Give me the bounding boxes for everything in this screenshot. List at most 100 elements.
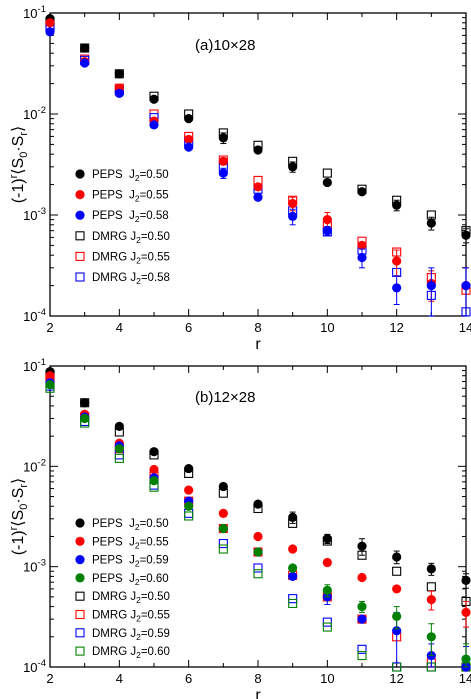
data-point [426,280,436,291]
series-peps-j2-0.58 [45,27,471,317]
plot-frame [49,365,467,668]
legend-label: PEPS J2=0.58 [92,210,169,224]
data-point [426,582,436,592]
legend-label: PEPS J2=0.50 [92,169,169,183]
data-point [322,168,332,178]
x-tick-label: 10 [320,320,334,335]
x-tick-label: 10 [320,671,334,686]
data-point [253,547,263,557]
data-point [288,571,298,581]
data-point [461,280,471,291]
legend-label: PEPS J2=0.60 [92,573,169,587]
y-tick-label: 10-1 [23,357,46,374]
legend-label: DMRG J2=0.50 [92,231,170,245]
data-point [392,256,402,266]
data-point [218,133,228,143]
y-tick-label: 10-2 [23,105,46,122]
data-point [80,398,90,408]
data-point [218,481,228,492]
data-point [80,413,90,424]
data-point [461,607,471,618]
data-point [184,463,194,474]
legend-marker [75,272,85,282]
data-point [149,120,159,130]
series-peps-j2-0.50 [45,14,471,244]
data-point [114,69,124,79]
data-point [357,614,367,624]
data-point [426,632,436,642]
x-tick-label: 14 [459,320,471,335]
data-point [288,162,298,172]
data-point [218,544,228,554]
data-point [392,552,402,562]
x-tick-label: 12 [389,320,403,335]
legend-marker [75,555,85,565]
x-tick-label: 12 [389,671,403,686]
x-tick-label: 6 [185,671,192,686]
legend-marker [75,210,85,220]
data-point [218,538,228,549]
legend-marker [75,169,85,179]
data-point [218,508,228,518]
data-point [184,142,194,152]
x-tick-label: 6 [185,320,192,335]
data-point [288,512,298,522]
data-point [253,531,263,542]
legend-label: DMRG J2=0.58 [92,272,170,286]
panel-title: (b)12×28 [195,389,255,406]
legend: PEPS J2=0.50 PEPS J2=0.55 PEPS J2=0.58 DMRG… [75,169,170,286]
x-tick-label: 2 [46,671,53,686]
legend-marker [75,646,85,656]
x-tick-label: 8 [254,671,261,686]
x-tick-label: 14 [459,671,471,686]
data-point [288,598,298,608]
data-point [45,18,55,28]
data-point [357,644,367,654]
data-point [288,198,298,209]
legend-label: DMRG J2=0.60 [92,646,170,660]
legend-label: DMRG J2=0.50 [92,591,170,605]
data-point [80,43,90,53]
data-point [461,654,471,664]
series-dmrg-j2-0.50 [45,17,471,236]
data-point [357,541,367,551]
data-point [114,421,124,432]
data-point [322,226,332,236]
legend-label: PEPS J2=0.55 [92,536,169,550]
data-point [184,501,194,511]
data-point [218,156,228,166]
x-axis-title: r [255,687,261,699]
data-point [322,585,332,596]
x-tick-label: 4 [116,320,123,335]
data-point [461,575,471,585]
legend-label: DMRG J2=0.55 [92,251,170,265]
data-point [184,485,194,495]
data-point [253,569,263,579]
legend: PEPS J2=0.50 PEPS J2=0.55 PEPS J2=0.59 PEPS… [75,518,170,660]
data-point [184,511,194,521]
legend-marker [75,518,85,528]
legend-marker [75,190,85,200]
data-point [114,88,124,98]
data-point [253,145,263,155]
data-point [149,447,159,457]
legend-label: PEPS J2=0.50 [92,518,169,532]
data-point [218,168,228,178]
y-axis-title: (-1)r⟨S0·Sr⟩ [8,478,30,556]
data-point [357,187,367,197]
data-point [114,444,124,454]
data-point [149,94,159,104]
data-point [288,563,298,573]
data-point [184,134,194,145]
data-point [322,622,332,632]
data-point [322,557,332,568]
plot-frame [49,12,467,317]
data-point [461,230,471,240]
legend-label: PEPS J2=0.55 [92,190,169,204]
y-tick-label: 10-1 [23,4,46,21]
series-peps-j2-0.60 [45,380,471,668]
data-point [426,564,436,574]
legend-marker [75,536,85,546]
data-point [149,476,159,486]
y-tick-label: 10-2 [23,457,46,474]
